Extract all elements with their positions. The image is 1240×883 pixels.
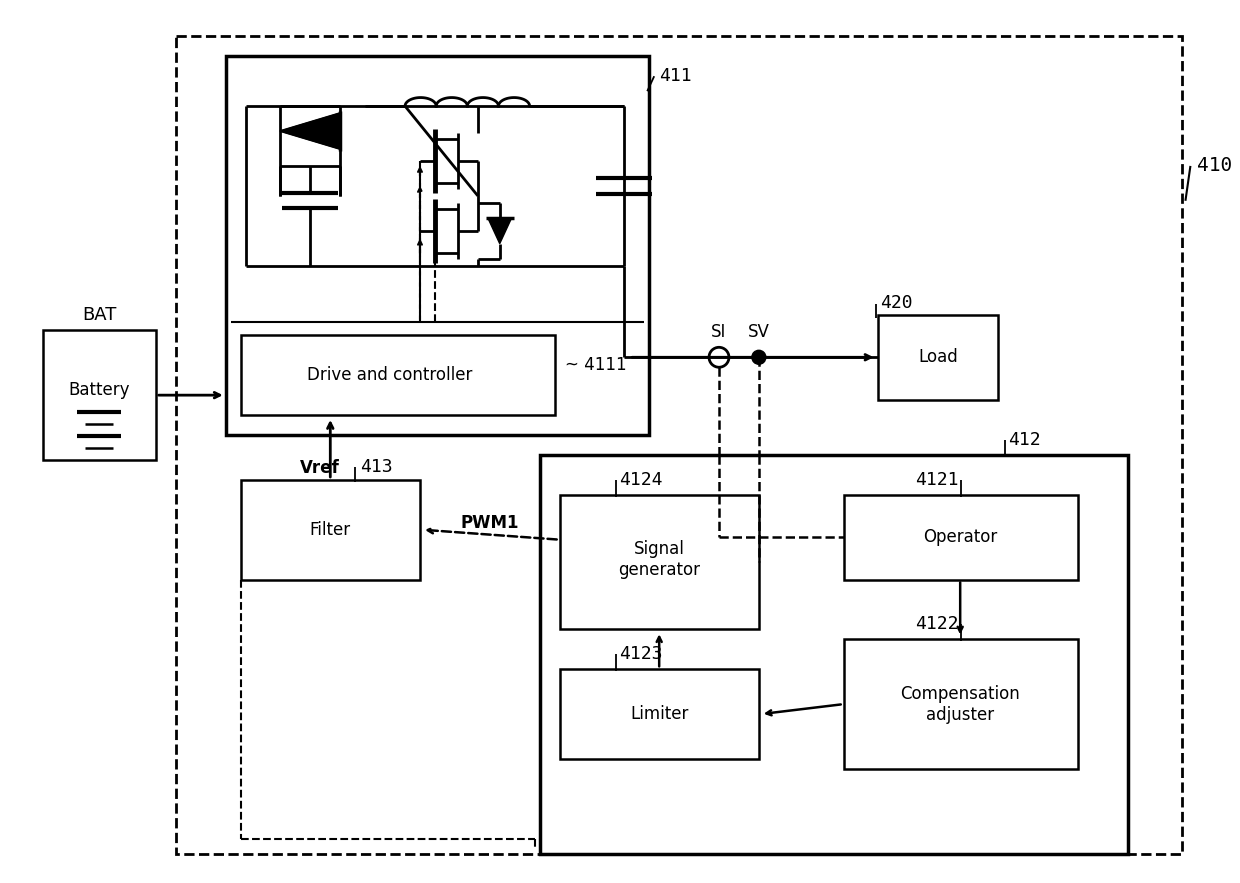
Text: Limiter: Limiter [630,706,688,723]
Bar [226,57,650,435]
Text: SV: SV [748,323,770,342]
Polygon shape [487,218,512,244]
Text: Load: Load [919,348,959,366]
Text: SI: SI [712,323,727,342]
Text: Battery: Battery [68,381,130,399]
Text: Signal
generator: Signal generator [619,540,701,579]
Text: ~ 4111: ~ 4111 [564,356,626,374]
Bar [843,494,1078,579]
Bar [176,36,1183,854]
Text: 4124: 4124 [619,471,663,489]
Bar [241,336,554,415]
Text: 411: 411 [660,67,692,86]
Text: BAT: BAT [82,306,117,324]
Bar [843,639,1078,769]
Circle shape [751,351,766,365]
Text: Drive and controller: Drive and controller [308,366,472,384]
Text: 413: 413 [360,458,393,476]
Polygon shape [280,113,340,149]
Bar [539,455,1127,854]
Text: 4121: 4121 [915,471,959,489]
Bar [241,479,420,579]
Text: 412: 412 [1008,431,1040,449]
Text: Vref: Vref [300,459,340,477]
Text: 410: 410 [1198,156,1233,176]
Text: PWM1: PWM1 [460,514,520,532]
Text: 4123: 4123 [619,645,663,663]
Bar [878,315,998,400]
Text: Filter: Filter [310,521,351,539]
Text: 4122: 4122 [915,615,959,633]
Text: 420: 420 [880,294,913,313]
Bar [559,669,759,759]
Bar [43,330,156,460]
Bar [559,494,759,630]
Text: Compensation
adjuster: Compensation adjuster [900,684,1021,723]
Text: Operator: Operator [923,528,997,546]
